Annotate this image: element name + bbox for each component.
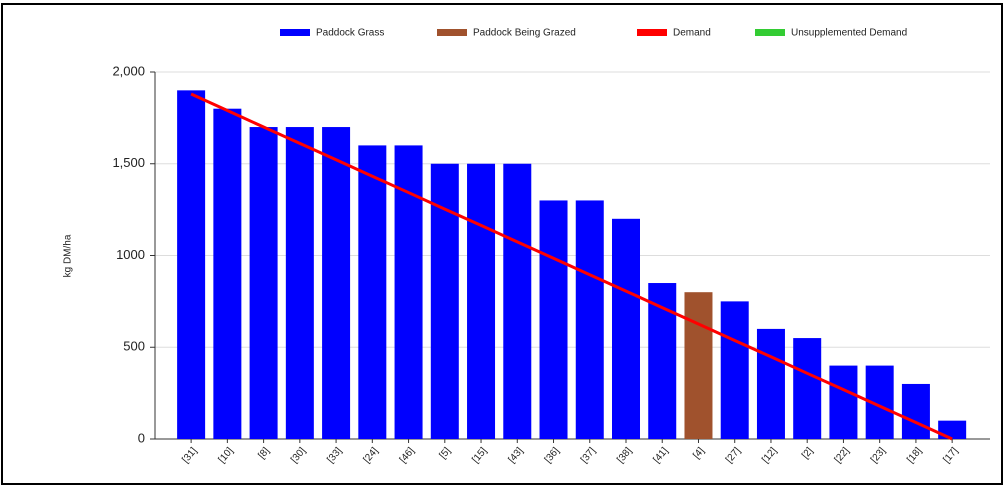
legend-swatch bbox=[280, 29, 310, 36]
line bbox=[190, 92, 953, 441]
bar bbox=[901, 383, 930, 439]
legend-swatch bbox=[437, 29, 467, 36]
y-tick-label: 500 bbox=[123, 339, 145, 354]
bar bbox=[322, 127, 351, 440]
bar bbox=[394, 145, 423, 439]
legend-swatch bbox=[755, 29, 785, 36]
bar bbox=[720, 301, 749, 439]
bar bbox=[358, 145, 387, 439]
bar bbox=[756, 328, 785, 439]
bar bbox=[467, 163, 496, 439]
bar bbox=[938, 420, 967, 439]
y-tick-label: 0 bbox=[138, 430, 145, 445]
bar bbox=[793, 338, 822, 439]
legend-label: Paddock Grass bbox=[316, 28, 384, 39]
bar bbox=[249, 127, 278, 440]
bar bbox=[612, 218, 640, 439]
bar bbox=[213, 108, 242, 439]
bar bbox=[829, 365, 858, 439]
bar bbox=[684, 292, 713, 439]
y-tick-label: 1000 bbox=[116, 247, 145, 262]
legend-label: Demand bbox=[673, 28, 711, 39]
legend-label: Unsupplemented Demand bbox=[791, 28, 907, 39]
y-axis-label: kg DM/ha bbox=[63, 234, 74, 277]
bar bbox=[503, 163, 532, 439]
bar bbox=[177, 90, 206, 439]
bar bbox=[539, 200, 568, 439]
y-tick-label: 2,000 bbox=[112, 63, 145, 78]
bar bbox=[285, 127, 314, 440]
y-tick-label: 1,500 bbox=[112, 155, 145, 170]
bar bbox=[575, 200, 604, 439]
legend-swatch bbox=[637, 29, 667, 36]
legend-label: Paddock Being Grazed bbox=[473, 28, 576, 39]
